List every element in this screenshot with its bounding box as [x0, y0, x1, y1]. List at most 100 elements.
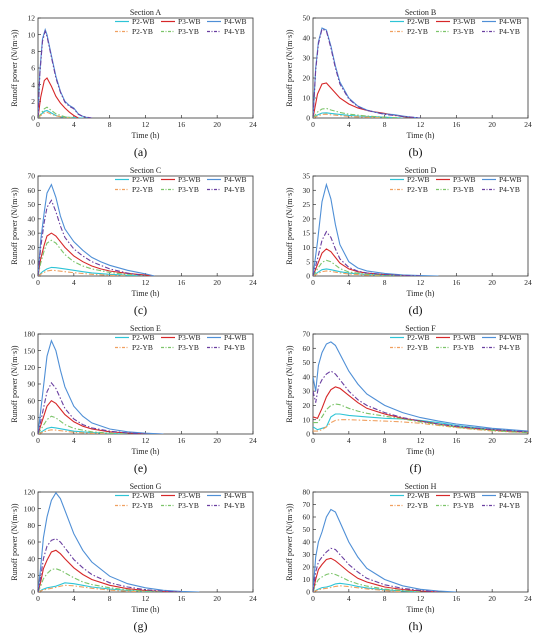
x-tick-label: 4: [347, 594, 351, 603]
legend-entry-p4-wb: P4-WB: [499, 491, 522, 500]
legend-entry-p4-wb: P4-WB: [224, 491, 247, 500]
y-tick-label: 20: [28, 571, 36, 580]
x-tick-label: 20: [213, 278, 221, 287]
y-tick-label: 4: [31, 80, 35, 89]
series-line-p3-yb: [313, 572, 421, 592]
x-axis-label: Time (h): [407, 605, 435, 614]
legend-entry-p2-wb: P2-WB: [407, 17, 430, 26]
panel-caption: (c): [134, 303, 147, 317]
legend-entry-p2-wb: P2-WB: [132, 333, 155, 342]
y-tick-label: 0: [306, 272, 310, 281]
x-tick-label: 12: [417, 278, 425, 287]
legend-entry-p2-wb: P2-WB: [407, 491, 430, 500]
legend-entry-p4-wb: P4-WB: [499, 175, 522, 184]
chart-title: Section A: [130, 8, 162, 17]
y-tick-label: 20: [303, 401, 311, 410]
series-line-p2-yb: [38, 269, 128, 276]
x-tick-label: 8: [383, 278, 387, 287]
series-line-p2-yb: [313, 113, 385, 118]
chart-panel-h: Section H 0 4 8 12 16 20 24 0 10 20 30 40 50 60 70 80 Tim…: [285, 482, 532, 633]
x-tick-label: 4: [72, 436, 76, 445]
y-tick-label: 40: [28, 214, 36, 223]
series-line-p4-yb: [313, 547, 439, 592]
series-line-p4-yb: [313, 230, 421, 276]
y-tick-label: 70: [28, 172, 36, 181]
y-axis-label: Runoff power (N/(m·s)): [285, 503, 294, 581]
y-tick-label: 35: [303, 172, 311, 181]
y-tick-label: 40: [303, 372, 311, 381]
legend-entry-p2-yb: P2-YB: [132, 185, 153, 194]
x-tick-label: 12: [142, 594, 150, 603]
series-line-p2-yb: [313, 585, 403, 592]
series-line-p3-wb: [38, 399, 164, 434]
legend-entry-p2-wb: P2-WB: [407, 333, 430, 342]
series-line-p3-yb: [38, 415, 128, 434]
x-tick-label: 20: [488, 594, 496, 603]
series-line-p3-yb: [38, 106, 74, 118]
x-tick-label: 4: [72, 594, 76, 603]
x-tick-label: 16: [178, 120, 186, 129]
y-tick-label: 60: [28, 538, 36, 547]
series-line-p2-yb: [38, 111, 74, 118]
legend-entry-p4-wb: P4-WB: [499, 17, 522, 26]
y-tick-label: 10: [28, 257, 36, 266]
x-tick-label: 12: [142, 278, 150, 287]
y-tick-label: 60: [303, 344, 311, 353]
y-tick-label: 100: [24, 504, 36, 513]
series-line-p4-wb: [38, 183, 155, 276]
series-line-p3-yb: [313, 259, 403, 276]
legend-entry-p2-yb: P2-YB: [407, 185, 428, 194]
x-tick-label: 24: [524, 436, 532, 445]
legend-entry-p3-yb: P3-YB: [178, 343, 199, 352]
y-tick-label: 30: [28, 229, 36, 238]
y-tick-label: 30: [303, 54, 311, 63]
y-axis-label: Runoff power (N/(m·s)): [10, 187, 19, 265]
x-tick-label: 24: [249, 436, 257, 445]
x-tick-label: 4: [72, 120, 76, 129]
legend-entry-p3-wb: P3-WB: [178, 491, 201, 500]
legend-entry-p3-wb: P3-WB: [453, 333, 476, 342]
series-line-p3-yb: [313, 403, 528, 434]
x-tick-label: 8: [108, 278, 112, 287]
x-tick-label: 0: [311, 120, 315, 129]
legend-entry-p4-yb: P4-YB: [499, 185, 520, 194]
legend-entry-p4-wb: P4-WB: [224, 175, 247, 184]
x-tick-label: 0: [36, 278, 40, 287]
chart-title: Section E: [130, 324, 161, 333]
legend-entry-p3-wb: P3-WB: [178, 17, 201, 26]
legend-entry-p3-wb: P3-WB: [453, 491, 476, 500]
x-tick-label: 16: [178, 436, 186, 445]
y-tick-label: 5: [306, 257, 310, 266]
x-tick-label: 20: [213, 120, 221, 129]
legend-entry-p3-wb: P3-WB: [453, 175, 476, 184]
y-tick-label: 50: [303, 358, 311, 367]
legend-entry-p4-wb: P4-WB: [224, 17, 247, 26]
x-tick-label: 8: [108, 594, 112, 603]
legend-entry-p3-wb: P3-WB: [453, 17, 476, 26]
y-axis-label: Runoff power (N/(m·s)): [10, 345, 19, 423]
legend-entry-p2-yb: P2-YB: [132, 501, 153, 510]
y-tick-label: 50: [303, 14, 311, 23]
y-tick-label: 10: [303, 94, 311, 103]
series-line-p4-yb: [313, 370, 528, 433]
legend-entry-p3-yb: P3-YB: [453, 343, 474, 352]
x-tick-label: 20: [488, 436, 496, 445]
x-tick-label: 24: [524, 278, 532, 287]
y-tick-label: 10: [28, 30, 36, 39]
legend-entry-p2-wb: P2-WB: [407, 175, 430, 184]
y-tick-label: 40: [303, 538, 311, 547]
panel-caption: (d): [409, 303, 423, 317]
y-tick-label: 10: [303, 575, 311, 584]
legend-entry-p2-yb: P2-YB: [132, 27, 153, 36]
legend-entry-p4-wb: P4-WB: [499, 333, 522, 342]
y-tick-label: 120: [24, 488, 36, 497]
y-tick-label: 20: [303, 563, 311, 572]
y-tick-label: 40: [28, 554, 36, 563]
series-line-p3-wb: [38, 549, 182, 592]
series-line-p4-wb: [38, 339, 164, 434]
x-tick-label: 0: [311, 278, 315, 287]
series-line-p4-wb: [313, 508, 457, 592]
series-line-p2-wb: [38, 266, 146, 276]
x-tick-label: 24: [249, 278, 257, 287]
series-line-p4-wb: [313, 341, 528, 432]
